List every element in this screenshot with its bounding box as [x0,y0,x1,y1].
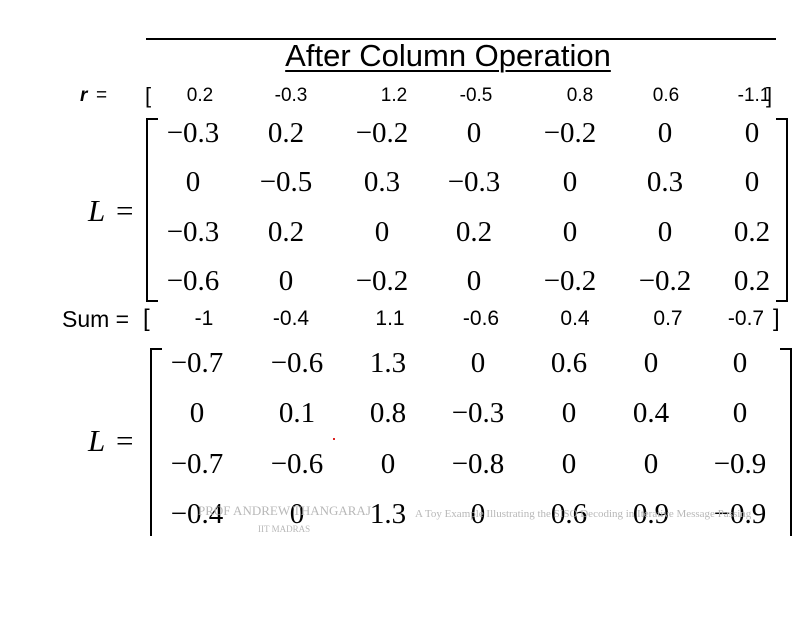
matrix1-cell: 0 [744,166,760,198]
matrix2-cell: 0 [380,448,396,480]
sum-value: -0.4 [272,307,310,330]
matrix2-cell: 0.6 [550,498,588,530]
matrix2-cell: 0 [732,347,748,379]
matrix1-cell: 0.2 [267,117,305,149]
matrix1-cell: 0 [562,216,578,248]
pointer-dot [333,438,335,440]
sum-label: Sum = [62,306,130,332]
matrix2-cell: 0 [470,347,486,379]
sum-close-bracket: ] [773,305,780,332]
matrix2-cell: −0.9 [713,448,767,480]
matrix1-cell: 0 [374,216,390,248]
sum-value: 0.4 [560,307,590,330]
matrix1-cell: 0 [185,166,201,198]
matrix1-cell: 0.3 [646,166,684,198]
matrix2-cell: 1.3 [369,498,407,530]
matrix2-equals: = [116,423,134,458]
matrix2-cell: 0 [561,448,577,480]
matrix1-cell: −0.3 [166,117,220,149]
matrix2-cell: 0.1 [278,397,316,429]
sum-open-bracket: [ [143,305,150,332]
matrix2-cell: 1.3 [369,347,407,379]
sum-value: 1.1 [375,307,405,330]
matrix2-cell: −0.8 [451,448,505,480]
sum-value: 0.7 [653,307,683,330]
matrix2-cell: 0 [643,448,659,480]
matrix2-cell: −0.6 [270,448,324,480]
matrix1-cell: −0.2 [355,117,409,149]
r-value: -0.3 [274,85,308,106]
r-label: r [80,85,88,106]
matrix2-cell: −0.7 [170,448,224,480]
matrix1-cell: 0 [466,117,482,149]
r-value: 1.2 [380,85,408,106]
matrix2-right-bracket [780,348,792,536]
matrix2-cell: −0.7 [170,347,224,379]
r-value: -0.5 [459,85,493,106]
matrix1-right-bracket [776,118,788,302]
r-open-bracket: [ [145,83,152,108]
r-close-bracket: ] [766,83,773,108]
watermark-author: PROF ANDREW THANGARAJ [198,503,371,518]
matrix2-cell: 0 [732,397,748,429]
top-rule [146,38,776,40]
matrix2-cell: 0 [643,347,659,379]
matrix2-cell: 0 [189,397,205,429]
matrix1-cell: −0.6 [166,265,220,297]
matrix2-cell: −0.3 [451,397,505,429]
matrix1-cell: −0.3 [166,216,220,248]
matrix2-cell: 0 [561,397,577,429]
r-value: 0.8 [566,85,594,106]
matrix2-cell: 0.4 [632,397,670,429]
matrix1-cell: 0 [466,265,482,297]
matrix1-cell: 0.3 [363,166,401,198]
matrix2-label: L [88,423,106,458]
r-equals: = [96,85,108,106]
matrix1-cell: 0.2 [455,216,493,248]
watermark-institute: IIT MADRAS [258,524,311,534]
matrix1-cell: 0 [744,117,760,149]
matrix2-cell: 0 [470,498,486,530]
sum-value: -1 [194,307,214,330]
matrix1-cell: 0 [657,216,673,248]
watermark-caption: A Toy Example Illustrating the SISO Deco… [415,508,752,520]
r-value: 0.2 [186,85,214,106]
matrix2-cell: 0 [289,498,305,530]
sum-value: -0.6 [462,307,500,330]
matrix1-cell: 0.2 [733,265,771,297]
matrix1-cell: 0 [657,117,673,149]
matrix1-cell: 0 [278,265,294,297]
matrix2-left-bracket [150,348,162,536]
matrix1-label: L [88,193,106,228]
matrix1-cell: 0.2 [267,216,305,248]
r-value: -1.1 [737,85,771,106]
matrix2-cell: 0.6 [550,347,588,379]
sum-value: -0.7 [727,307,765,330]
matrix2-cell: 0.9 [632,498,670,530]
matrix1-equals: = [116,193,134,228]
matrix1-cell: −0.2 [638,265,692,297]
matrix2-cell: −0.9 [713,498,767,530]
matrix2-cell: −0.6 [270,347,324,379]
matrix1-cell: 0 [562,166,578,198]
slide-title: After Column Operation [285,38,611,73]
matrix1-cell: −0.2 [355,265,409,297]
matrix1-cell: −0.3 [447,166,501,198]
r-value: 0.6 [652,85,680,106]
matrix1-cell: 0.2 [733,216,771,248]
matrix1-cell: −0.5 [259,166,313,198]
matrix1-left-bracket [146,118,158,302]
matrix1-cell: −0.2 [543,265,597,297]
matrix2-cell: 0.8 [369,397,407,429]
matrix1-cell: −0.2 [543,117,597,149]
matrix2-cell: −0.4 [170,498,224,530]
